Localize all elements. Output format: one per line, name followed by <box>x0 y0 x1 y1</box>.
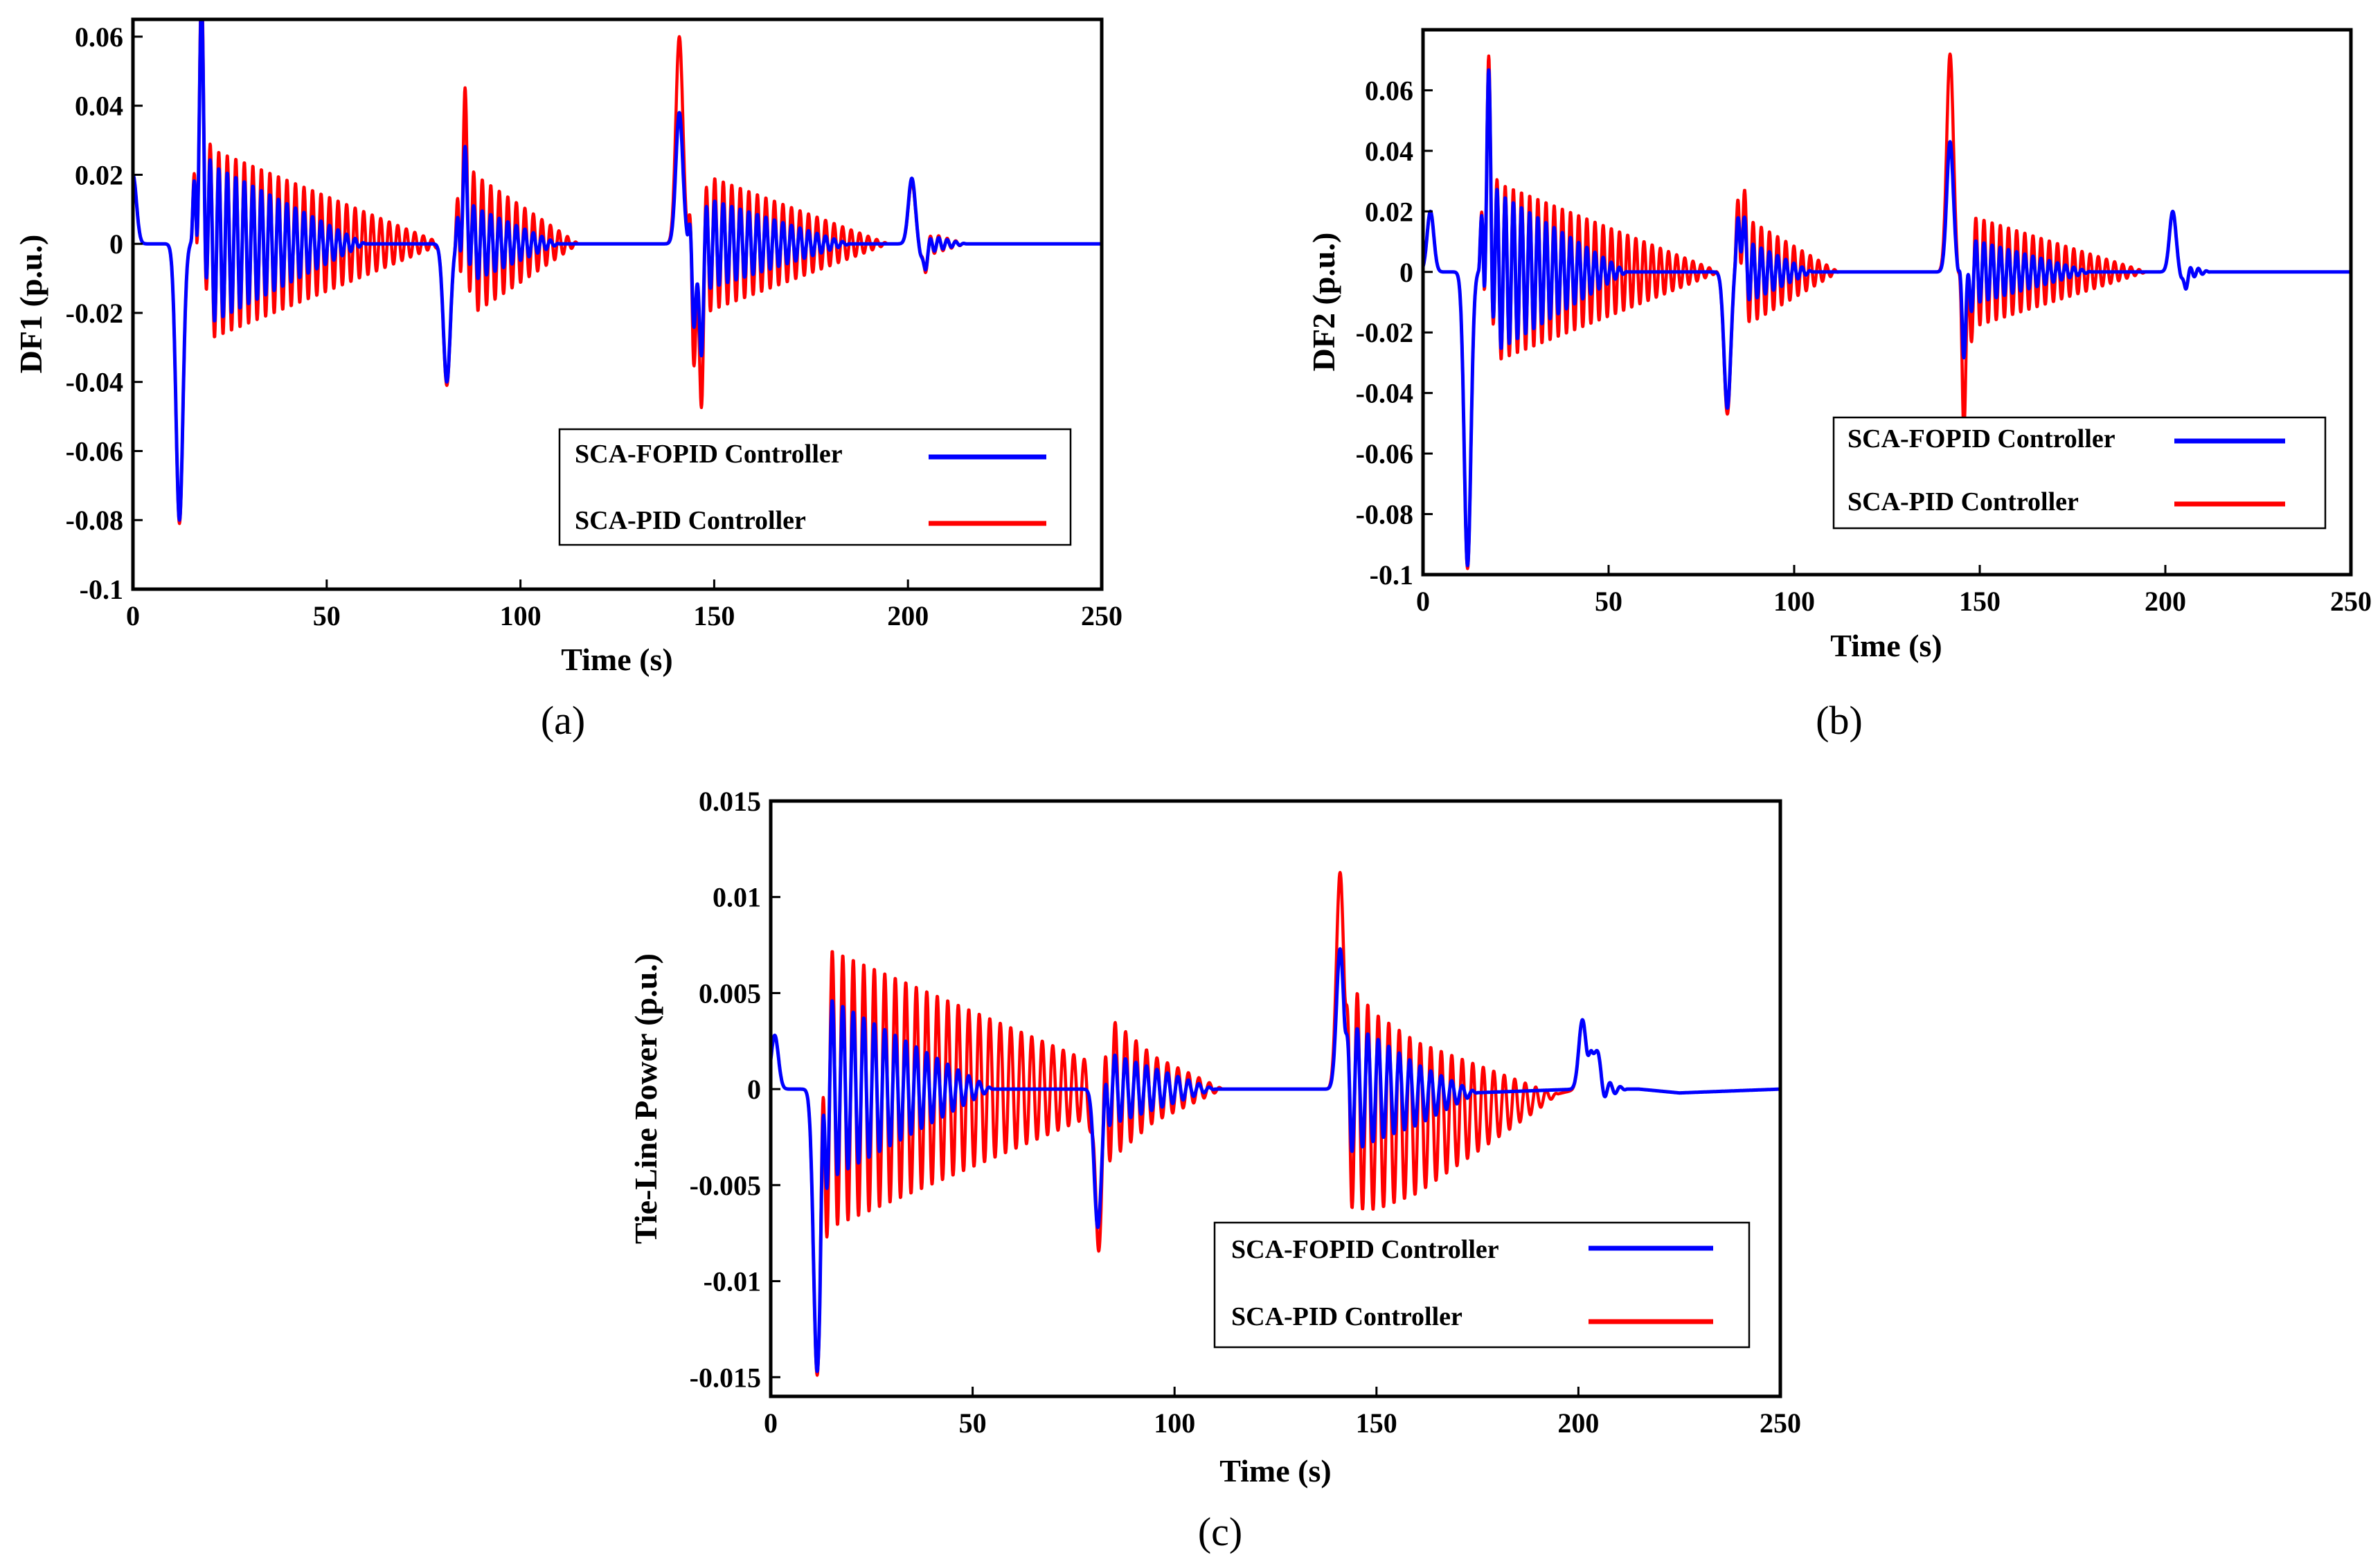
x-axis-label: Time (s) <box>1830 628 1942 663</box>
chart-panel-b: 0 50 100 150 200 250 0.06 0.04 0.02 0 -0.02 -0.04 -0… <box>1306 28 2372 743</box>
y-tick-label: -0.02 <box>1356 317 1413 348</box>
y-axis-label: Tie-Line Power (p.u.) <box>628 953 663 1244</box>
series-line-fopid <box>1423 68 2351 568</box>
plot-frame <box>131 17 1104 591</box>
legend-entry-fopid: SCA-FOPID Controller <box>575 440 843 469</box>
x-tick-label: 100 <box>500 600 542 631</box>
legend-entry-fopid: SCA-FOPID Controller <box>1847 424 2115 453</box>
y-tick-label: 0 <box>747 1074 761 1105</box>
y-tick-label: 0.06 <box>1365 75 1413 106</box>
y-tick-label: 0.015 <box>699 786 761 817</box>
y-tick-label: 0.02 <box>75 159 123 190</box>
x-tick-label: 150 <box>1959 586 2001 617</box>
x-tick-label: 0 <box>126 600 140 631</box>
x-tick-label: 50 <box>959 1407 987 1439</box>
y-tick-label: 0 <box>109 228 123 260</box>
x-tick-label: 250 <box>1081 600 1122 631</box>
y-tick-label: -0.1 <box>80 574 123 605</box>
chart-panel-a: 0 50 100 150 200 250 0.06 0.04 0.02 0 -0.02 -0.04 -0… <box>13 17 1122 743</box>
legend-box <box>1832 416 2327 530</box>
plot-frame <box>769 799 1782 1398</box>
legend-entry-pid: SCA-PID Controller <box>1847 487 2079 516</box>
y-axis-label: DF1 (p.u.) <box>13 235 48 374</box>
y-tick-label: -0.005 <box>690 1170 761 1201</box>
panel-label: (c) <box>1198 1509 1242 1554</box>
x-tick-label: 50 <box>313 600 341 631</box>
y-tick-label: -0.08 <box>66 505 123 536</box>
x-axis-label: Time (s) <box>1219 1453 1331 1488</box>
x-axis-label: Time (s) <box>561 642 672 677</box>
x-tick-label: 0 <box>764 1407 778 1439</box>
x-tick-label: 250 <box>1760 1407 1801 1439</box>
y-axis-label: DF2 (p.u.) <box>1306 233 1341 372</box>
x-tick-label: 100 <box>1773 586 1815 617</box>
y-tick-label: -0.06 <box>66 435 123 467</box>
legend-box <box>1213 1221 1751 1349</box>
x-tick-label: 200 <box>2145 586 2186 617</box>
series-line-fopid <box>133 19 1102 522</box>
x-tick-label: 0 <box>1416 586 1430 617</box>
series-line-fopid <box>771 947 1780 1374</box>
y-tick-label: 0.005 <box>699 978 761 1009</box>
y-tick-label: 0.02 <box>1365 196 1413 227</box>
y-tick-label: -0.1 <box>1370 559 1413 591</box>
legend-entry-fopid: SCA-FOPID Controller <box>1231 1235 1499 1264</box>
x-tick-label: 200 <box>887 600 929 631</box>
panel-label: (b) <box>1816 698 1863 743</box>
x-tick-label: 200 <box>1557 1407 1599 1439</box>
legend-entry-pid: SCA-PID Controller <box>1231 1302 1462 1331</box>
legend-entry-pid: SCA-PID Controller <box>575 506 806 535</box>
y-tick-label: -0.02 <box>66 298 123 329</box>
y-tick-label: 0.04 <box>75 91 123 122</box>
y-tick-label: -0.04 <box>66 367 123 398</box>
y-tick-label: -0.08 <box>1356 499 1413 530</box>
y-tick-label: -0.04 <box>1356 378 1413 409</box>
y-tick-label: -0.01 <box>704 1266 761 1297</box>
x-tick-label: 100 <box>1154 1407 1195 1439</box>
x-tick-label: 150 <box>693 600 735 631</box>
x-tick-label: 50 <box>1595 586 1622 617</box>
y-tick-label: -0.015 <box>690 1362 761 1393</box>
y-tick-label: 0 <box>1399 257 1413 288</box>
plot-frame <box>1421 28 2353 577</box>
x-tick-label: 250 <box>2330 586 2372 617</box>
chart-panel-c: 0 50 100 150 200 250 0.015 0.01 0.005 0 -0.005 -0.0… <box>628 786 1801 1554</box>
y-tick-label: 0.04 <box>1365 136 1413 167</box>
y-tick-label: 0.01 <box>713 882 761 913</box>
y-tick-label: -0.06 <box>1356 438 1413 469</box>
x-tick-label: 150 <box>1356 1407 1397 1439</box>
panel-label: (a) <box>541 698 585 743</box>
y-tick-label: 0.06 <box>75 21 123 53</box>
